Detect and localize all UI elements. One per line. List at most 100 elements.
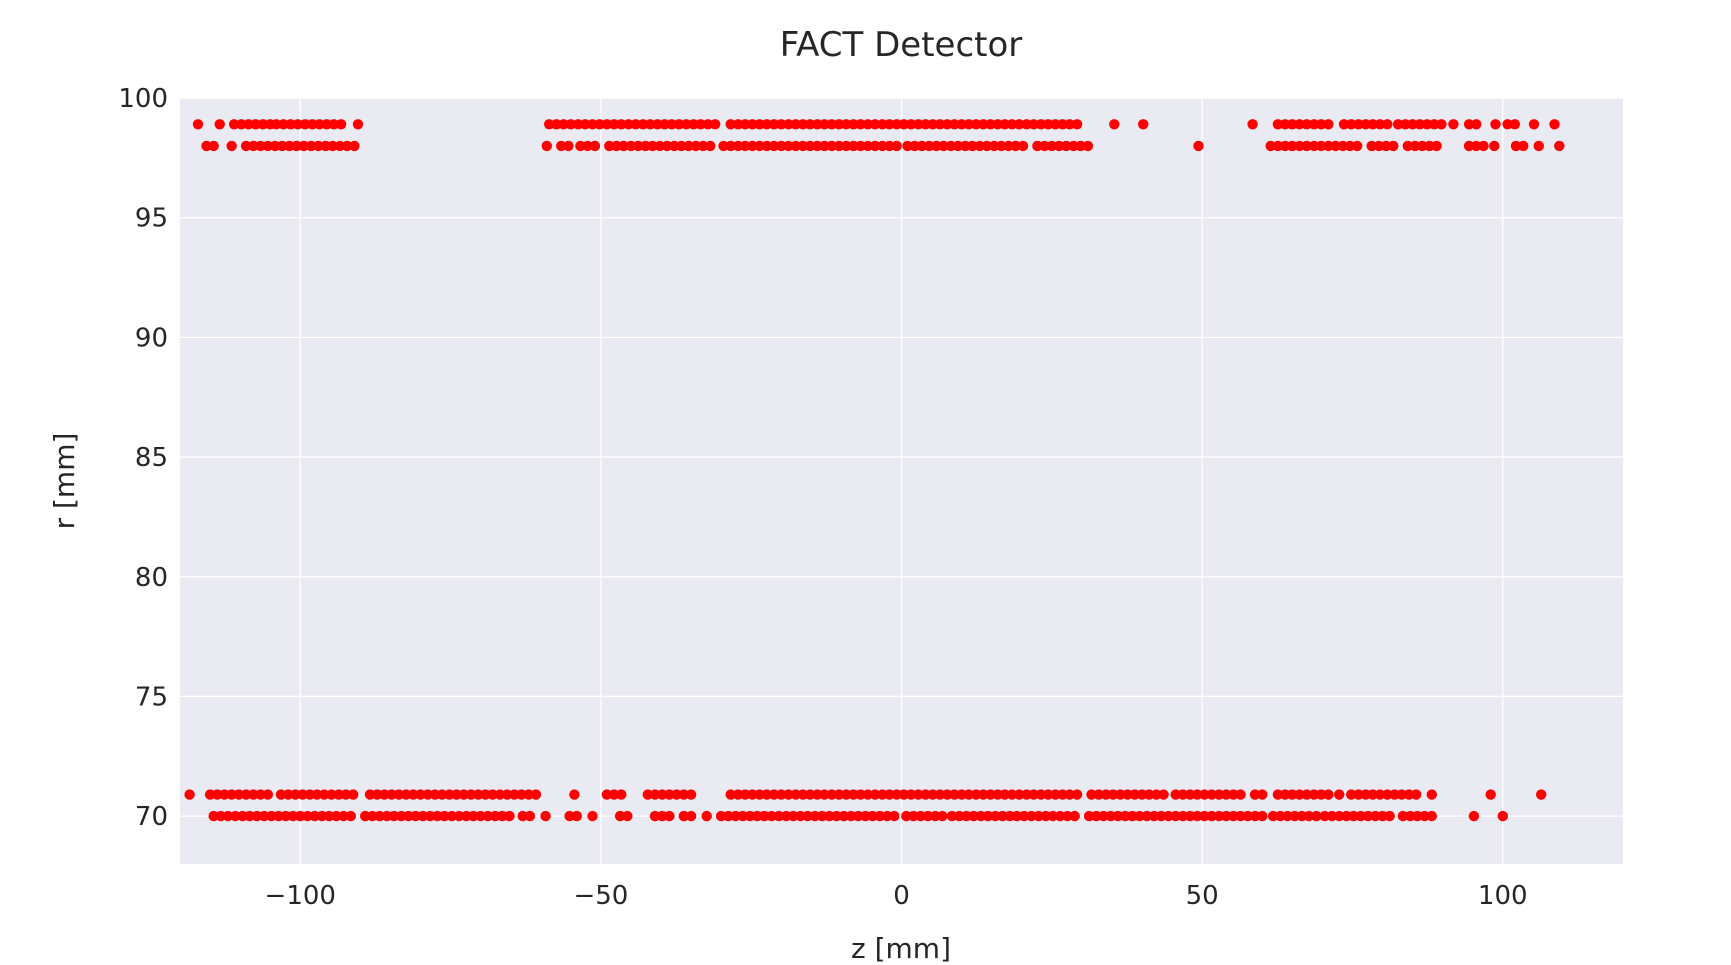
data-point xyxy=(654,140,665,152)
data-point xyxy=(1109,119,1120,130)
y-tick-labels: 70 75 80 85 90 95 100 xyxy=(118,84,168,832)
data-point xyxy=(766,810,777,822)
data-point xyxy=(1138,119,1149,130)
data-point xyxy=(848,789,859,800)
data-point xyxy=(1071,119,1083,130)
data-point xyxy=(788,810,799,822)
data-point xyxy=(819,119,830,130)
data-point xyxy=(701,810,712,822)
data-point xyxy=(551,119,562,130)
data-point xyxy=(321,119,332,130)
data-point xyxy=(262,789,273,800)
data-point xyxy=(889,810,900,822)
data-point xyxy=(572,119,584,130)
data-point xyxy=(768,140,780,152)
data-point xyxy=(1346,119,1357,130)
data-point xyxy=(790,789,801,800)
data-point xyxy=(453,810,465,822)
data-point xyxy=(309,810,320,822)
data-point xyxy=(819,789,830,800)
data-point xyxy=(1397,810,1409,822)
data-point xyxy=(725,789,736,800)
data-point xyxy=(228,119,240,130)
data-point xyxy=(458,789,469,800)
data-point xyxy=(754,789,765,800)
data-point xyxy=(451,789,462,800)
data-point xyxy=(1199,789,1210,800)
data-point xyxy=(1061,140,1072,152)
data-point xyxy=(349,140,360,152)
data-point xyxy=(608,119,620,130)
y-tick-label: 70 xyxy=(135,802,168,832)
data-point xyxy=(1353,119,1364,130)
data-point xyxy=(1115,789,1126,800)
data-point xyxy=(913,119,924,130)
data-point xyxy=(1011,810,1023,822)
data-point xyxy=(215,810,227,822)
data-point xyxy=(664,810,675,822)
data-point xyxy=(985,119,996,130)
data-point xyxy=(649,789,661,800)
data-point xyxy=(705,140,716,152)
data-point xyxy=(802,810,813,822)
data-point xyxy=(855,119,866,130)
data-point xyxy=(1018,810,1030,822)
data-point xyxy=(649,810,661,822)
data-point xyxy=(1199,810,1210,822)
data-point xyxy=(752,810,763,822)
data-point xyxy=(862,140,873,152)
data-point xyxy=(988,140,1000,152)
data-point xyxy=(616,119,627,130)
data-point xyxy=(1303,810,1315,822)
data-point xyxy=(1362,810,1374,822)
data-point xyxy=(278,119,289,130)
data-point xyxy=(652,119,663,130)
data-point xyxy=(999,119,1011,130)
data-point xyxy=(341,140,353,152)
data-point xyxy=(556,140,567,152)
data-point xyxy=(623,119,634,130)
data-point xyxy=(475,810,486,822)
data-point xyxy=(1407,119,1418,130)
data-point xyxy=(1122,789,1133,800)
data-point xyxy=(1436,119,1447,130)
data-point xyxy=(208,140,219,152)
data-point xyxy=(582,140,593,152)
data-point xyxy=(1279,140,1291,152)
data-point xyxy=(1098,810,1109,822)
data-point xyxy=(1355,810,1367,822)
data-point xyxy=(1287,119,1298,130)
data-point xyxy=(645,119,656,130)
data-point xyxy=(702,119,714,130)
data-point xyxy=(601,119,613,130)
data-point xyxy=(905,789,917,800)
data-point xyxy=(669,140,680,152)
data-point xyxy=(1272,119,1284,130)
data-point xyxy=(685,789,697,800)
data-point xyxy=(292,119,303,130)
data-point xyxy=(240,140,252,152)
data-point xyxy=(671,789,682,800)
data-point xyxy=(1471,119,1482,130)
data-point xyxy=(1040,810,1052,822)
data-point xyxy=(408,789,419,800)
data-point xyxy=(678,810,689,822)
data-point xyxy=(564,810,575,822)
data-point xyxy=(1334,789,1345,800)
data-point xyxy=(1287,789,1298,800)
data-point xyxy=(1151,789,1162,800)
data-point xyxy=(952,140,964,152)
data-point xyxy=(992,119,1003,130)
data-point xyxy=(1348,810,1359,822)
data-point xyxy=(316,810,328,822)
data-point xyxy=(601,789,613,800)
data-point xyxy=(1426,810,1438,822)
data-point xyxy=(916,140,928,152)
data-point xyxy=(558,119,569,130)
data-point xyxy=(790,119,801,130)
data-point xyxy=(1502,119,1513,130)
data-point xyxy=(812,140,823,152)
data-point xyxy=(259,810,270,822)
data-point xyxy=(938,140,949,152)
data-point xyxy=(1380,140,1392,152)
